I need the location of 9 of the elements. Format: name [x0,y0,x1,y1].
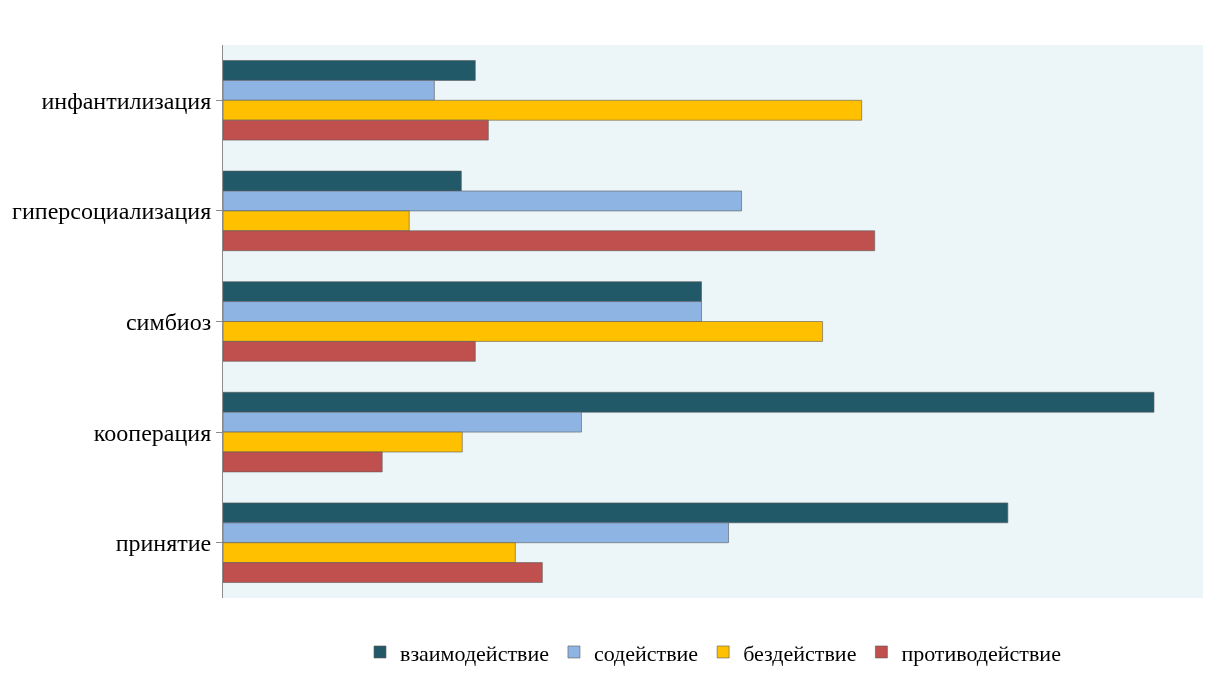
legend-label: взаимодействие [400,640,549,666]
legend-label: бездействие [743,640,857,666]
y-tick-label: кооперация [93,419,212,446]
y-tick-label: гиперсоциализация [12,198,212,225]
legend-label: противодействие [901,640,1061,666]
legend-label: содействие [593,640,699,666]
y-tick-label: принятие [115,530,212,557]
y-tick-label: инфантилизация [41,87,212,114]
y-tick-label: симбиоз [125,308,212,335]
